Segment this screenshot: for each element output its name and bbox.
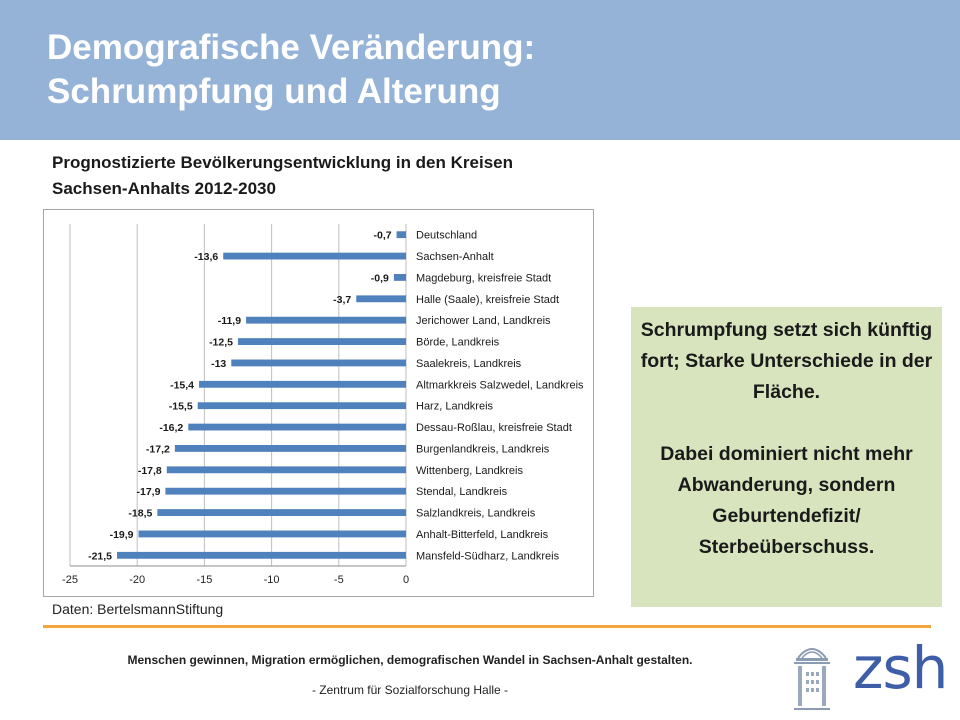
- chart-title: Prognostizierte Bevölkerungsentwicklung …: [52, 150, 513, 202]
- callout-paragraph-1: Schrumpfung setzt sich künftig fort; Sta…: [640, 319, 933, 403]
- bar: [396, 231, 406, 239]
- building-icon: [794, 648, 830, 710]
- category-label: Jerichower Land, Landkreis: [416, 315, 551, 327]
- footer-tagline: Menschen gewinnen, Migration ermöglichen…: [127, 653, 693, 667]
- category-label: Stendal, Landkreis: [416, 486, 508, 498]
- category-label: Börde, Landkreis: [416, 337, 500, 349]
- x-tick-label: -10: [264, 574, 280, 586]
- bar-value-label: -17,2: [146, 443, 170, 455]
- x-tick-label: 0: [403, 574, 409, 586]
- bar: [138, 530, 406, 538]
- bar: [393, 274, 406, 281]
- bar-value-label: -17,9: [136, 486, 160, 498]
- bar-value-label: -11,9: [218, 315, 242, 327]
- category-label: Anhalt-Bitterfeld, Landkreis: [416, 529, 549, 541]
- bar-value-label: -0,9: [371, 272, 389, 284]
- bar-value-label: -12,5: [209, 337, 233, 349]
- chart-title-line1: Prognostizierte Bevölkerungsentwicklung …: [52, 153, 513, 172]
- category-label: Burgenlandkreis, Landkreis: [416, 443, 550, 455]
- x-tick-label: -20: [129, 574, 145, 586]
- page-title-line1: Demografische Veränderung:: [47, 28, 536, 67]
- bar: [231, 359, 406, 367]
- bar: [199, 380, 406, 388]
- category-label: Magdeburg, kreisfreie Stadt: [416, 272, 551, 284]
- bar: [188, 423, 406, 431]
- category-label: Saalekreis, Landkreis: [416, 358, 522, 370]
- category-label: Mansfeld-Südharz, Landkreis: [416, 550, 560, 562]
- bar-value-label: -18,5: [128, 508, 152, 520]
- bar-value-label: -3,7: [333, 294, 351, 306]
- bar-value-label: -21,5: [88, 550, 112, 562]
- footer-organisation: - Zentrum für Sozialforschung Halle -: [311, 683, 509, 697]
- page-title: Demografische Veränderung: Schrumpfung u…: [47, 26, 535, 114]
- category-label: Dessau-Roßlau, kreisfreie Stadt: [416, 422, 572, 434]
- bar-value-label: -16,2: [159, 422, 183, 434]
- bar: [166, 466, 406, 474]
- bar: [238, 338, 406, 345]
- bar: [157, 509, 406, 516]
- callout-box: Schrumpfung setzt sich künftig fort; Sta…: [631, 307, 942, 607]
- bar: [246, 316, 406, 324]
- category-label: Halle (Saale), kreisfreie Stadt: [416, 294, 559, 306]
- data-source: Daten: BertelsmannStiftung: [52, 601, 224, 617]
- x-tick-label: -5: [334, 574, 344, 586]
- category-label: Deutschland: [416, 230, 477, 242]
- footer-divider: [43, 625, 931, 628]
- bar-value-label: -19,9: [110, 529, 134, 541]
- bar-chart: -25 -20 -15 -10 -5 0 -0,7 Deutschland -13,6 Sachs…: [62, 224, 584, 586]
- chart-frame: -25 -20 -15 -10 -5 0 -0,7 Deutschland -13,6 Sachs…: [43, 209, 594, 597]
- x-tick-label: -25: [62, 574, 78, 586]
- bar: [165, 487, 406, 495]
- category-label: Harz, Landkreis: [416, 401, 494, 413]
- bar: [197, 402, 406, 410]
- callout-paragraph-2: Dabei dominiert nicht mehr Abwanderung, …: [660, 443, 913, 558]
- category-label: Sachsen-Anhalt: [416, 251, 494, 263]
- category-label: Salzlandkreis, Landkreis: [416, 508, 536, 520]
- bar: [174, 445, 406, 452]
- bar-value-label: -0,7: [373, 230, 391, 242]
- category-label: Altmarkkreis Salzwedel, Landkreis: [416, 379, 584, 391]
- bar: [356, 295, 406, 303]
- bar-value-label: -15,4: [170, 379, 194, 391]
- bar-value-label: -13: [211, 358, 226, 370]
- x-tick-label: -15: [196, 574, 212, 586]
- page-title-line2: Schrumpfung und Alterung: [47, 72, 501, 111]
- bar-value-label: -15,5: [169, 401, 193, 413]
- logo-wordmark: zsh: [853, 634, 948, 702]
- bar: [223, 252, 406, 260]
- header-band: Demografische Veränderung: Schrumpfung u…: [0, 0, 960, 140]
- chart-title-line2: Sachsen-Anhalts 2012-2030: [52, 179, 276, 198]
- bar-value-label: -17,8: [138, 465, 162, 477]
- bar-value-label: -13,6: [194, 251, 218, 263]
- bar: [117, 551, 406, 559]
- category-label: Wittenberg, Landkreis: [416, 465, 523, 477]
